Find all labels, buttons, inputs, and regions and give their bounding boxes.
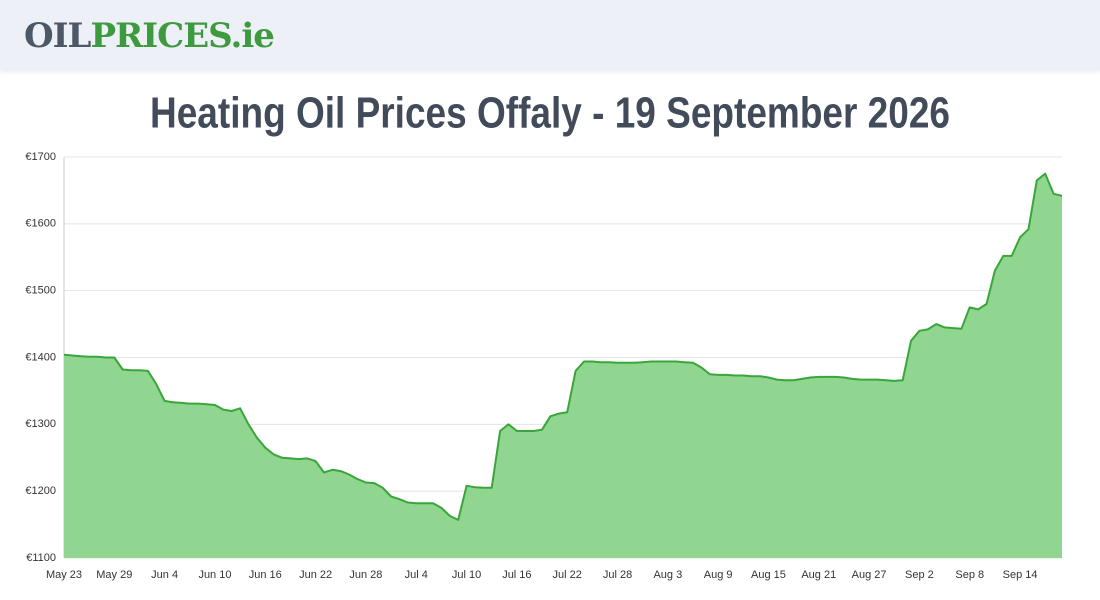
x-tick-label: Sep 8 xyxy=(955,569,984,581)
logo-text: OIL xyxy=(24,16,91,56)
y-tick-label: €1200 xyxy=(25,485,56,497)
x-tick-label: Jul 16 xyxy=(502,569,531,581)
x-tick-label: Aug 9 xyxy=(704,569,733,581)
area xyxy=(64,173,1062,558)
logo-text: PRICES.ie xyxy=(90,16,274,56)
y-tick-label: €1100 xyxy=(26,552,56,564)
x-tick-label: Aug 15 xyxy=(751,569,786,581)
x-tick-label: Aug 3 xyxy=(653,569,682,581)
y-tick-label: €1400 xyxy=(25,351,56,363)
x-tick-label: Sep 14 xyxy=(1003,569,1038,581)
x-tick-label: Jul 22 xyxy=(553,569,582,581)
x-tick-label: Jun 10 xyxy=(198,569,231,581)
x-tick-label: Sep 2 xyxy=(905,569,934,581)
x-tick-label: Jun 16 xyxy=(249,569,282,581)
chart-title: Heating Oil Prices Offaly - 19 September… xyxy=(150,89,950,138)
logo[interactable]: OILPRICES.ie xyxy=(24,16,275,56)
x-tick-label: Jul 28 xyxy=(603,569,632,581)
x-tick-label: May 29 xyxy=(96,569,132,581)
line xyxy=(63,172,1063,521)
x-tick-label: Aug 21 xyxy=(801,569,836,581)
x-tick-label: Aug 27 xyxy=(852,569,887,581)
x-tick-label: May 23 xyxy=(46,569,82,581)
y-tick-label: €1300 xyxy=(25,418,56,430)
x-tick-label: Jun 22 xyxy=(299,569,332,581)
y-tick-label: €1500 xyxy=(25,285,56,297)
y-tick-label: €1700 xyxy=(25,151,56,163)
x-tick-label: Jun 28 xyxy=(349,569,382,581)
y-tick-label: €1600 xyxy=(25,218,56,230)
header: OILPRICES.ie xyxy=(0,0,1100,70)
x-tick-label: Jul 4 xyxy=(405,569,428,581)
x-tick-label: Jun 4 xyxy=(151,569,178,581)
x-tick-label: Jul 10 xyxy=(452,569,481,581)
